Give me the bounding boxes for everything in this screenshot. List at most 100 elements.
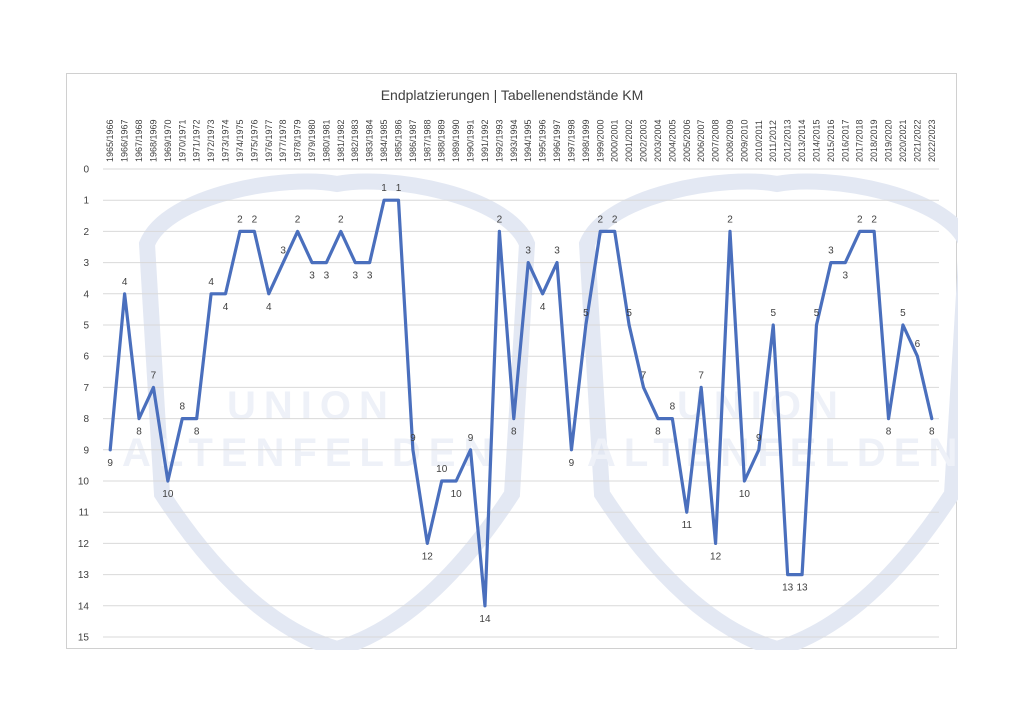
y-tick-label: 12 — [78, 539, 90, 550]
data-label: 8 — [670, 402, 676, 413]
x-tick-label: 1985/1986 — [393, 119, 403, 162]
x-tick-label: 2001/2002 — [624, 119, 634, 162]
x-tick-label: 1973/1974 — [221, 119, 231, 162]
data-label: 11 — [682, 520, 693, 531]
data-label: 3 — [280, 246, 286, 257]
x-tick-label: 1965/1966 — [105, 119, 115, 162]
x-tick-label: 1999/2000 — [595, 119, 605, 162]
data-label: 2 — [295, 214, 301, 225]
x-tick-label: 1988/1989 — [437, 119, 447, 162]
x-tick-label: 1990/1991 — [466, 119, 476, 162]
data-label: 3 — [525, 246, 531, 257]
data-label: 2 — [857, 214, 863, 225]
y-tick-label: 9 — [83, 445, 89, 456]
data-label: 8 — [179, 402, 185, 413]
data-label: 8 — [511, 427, 517, 438]
data-label: 5 — [770, 308, 776, 319]
data-label: 14 — [479, 614, 491, 625]
x-tick-label: 2019/2020 — [884, 119, 894, 162]
x-tick-label: 1967/1968 — [134, 119, 144, 162]
x-tick-label: 1996/1997 — [552, 119, 562, 162]
x-tick-label: 2012/2013 — [783, 119, 793, 162]
x-tick-label: 1975/1976 — [249, 119, 259, 162]
watermark-text-1: UNION — [227, 384, 396, 428]
x-tick-label: 2015/2016 — [826, 119, 836, 162]
data-label: 4 — [266, 302, 272, 313]
x-tick-label: 2002/2003 — [639, 119, 649, 162]
x-tick-label: 2011/2012 — [768, 120, 778, 162]
data-label: 12 — [710, 551, 722, 562]
data-label: 3 — [309, 271, 315, 282]
data-label: 3 — [324, 271, 330, 282]
y-tick-label: 6 — [83, 352, 89, 363]
data-label: 4 — [122, 277, 128, 288]
x-tick-label: 1978/1979 — [293, 119, 303, 162]
x-tick-label: 2003/2004 — [653, 119, 663, 162]
chart-title: Endplatzierungen | Tabellenendstände KM — [381, 87, 644, 103]
x-tick-label: 2006/2007 — [696, 119, 706, 162]
y-tick-label: 8 — [83, 414, 89, 425]
data-label: 7 — [151, 370, 157, 381]
x-tick-label: 2018/2019 — [869, 119, 879, 162]
grid-lines — [103, 168, 939, 638]
data-label: 10 — [451, 489, 463, 500]
x-tick-label: 2014/2015 — [811, 119, 821, 162]
x-tick-label: 1986/1987 — [408, 119, 418, 162]
x-tick-label: 1992/1993 — [494, 119, 504, 162]
x-tick-label: 1989/1990 — [451, 119, 461, 162]
y-tick-label: 5 — [83, 321, 89, 332]
x-tick-label: 1976/1977 — [264, 119, 274, 162]
data-label: 10 — [162, 489, 174, 500]
y-tick-label: 1 — [83, 196, 89, 207]
data-label: 3 — [367, 271, 373, 282]
data-label: 4 — [540, 302, 546, 313]
x-tick-label: 1977/1978 — [278, 119, 288, 162]
data-label: 4 — [208, 277, 214, 288]
x-tick-label: 1997/1998 — [566, 119, 576, 162]
line-chart: UNION ALTENFELDEN UNION ALTENFELDEN Endp… — [78, 87, 958, 650]
chart-frame: UNION ALTENFELDEN UNION ALTENFELDEN Endp… — [66, 73, 958, 650]
y-tick-label: 2 — [83, 227, 89, 238]
data-label: 2 — [727, 214, 733, 225]
data-label: 8 — [929, 427, 935, 438]
data-label: 3 — [843, 271, 849, 282]
data-label: 2 — [871, 214, 877, 225]
data-label: 7 — [641, 370, 647, 381]
x-tick-label: 2004/2005 — [667, 119, 677, 162]
x-tick-label: 1974/1975 — [235, 119, 245, 162]
data-label: 2 — [497, 214, 503, 225]
data-label: 8 — [136, 427, 142, 438]
data-label: 5 — [814, 308, 820, 319]
data-label: 10 — [739, 489, 751, 500]
data-label: 5 — [900, 308, 906, 319]
x-tick-label: 1982/1983 — [350, 119, 360, 162]
y-tick-label: 10 — [78, 477, 90, 488]
y-tick-label: 14 — [78, 601, 90, 612]
data-label: 2 — [612, 214, 618, 225]
watermark-text-4: ALTENFELDEN — [587, 431, 958, 475]
data-label: 1 — [396, 183, 402, 194]
x-tick-label: 2021/2022 — [912, 119, 922, 162]
data-label: 7 — [698, 370, 704, 381]
data-label: 3 — [352, 271, 358, 282]
x-tick-label: 2007/2008 — [711, 119, 721, 162]
data-label: 10 — [436, 464, 448, 475]
data-label: 9 — [107, 458, 113, 469]
x-tick-label: 2016/2017 — [840, 119, 850, 162]
data-label: 2 — [597, 214, 603, 225]
y-tick-label: 11 — [79, 508, 90, 519]
x-tick-label: 1981/1982 — [336, 119, 346, 162]
x-tick-label: 1993/1994 — [509, 119, 519, 162]
x-tick-label: 1969/1970 — [163, 119, 173, 162]
x-tick-label: 1998/1999 — [581, 119, 591, 162]
x-tick-label: 2005/2006 — [682, 119, 692, 162]
x-tick-label: 1994/1995 — [523, 119, 533, 162]
data-label: 3 — [554, 246, 560, 257]
x-tick-label: 2000/2001 — [610, 119, 620, 162]
data-label: 13 — [782, 583, 794, 594]
x-tick-label: 1991/1992 — [480, 119, 490, 162]
x-tick-label: 1968/1969 — [148, 119, 158, 162]
x-tick-label: 1979/1980 — [307, 119, 317, 162]
data-label: 5 — [626, 308, 632, 319]
